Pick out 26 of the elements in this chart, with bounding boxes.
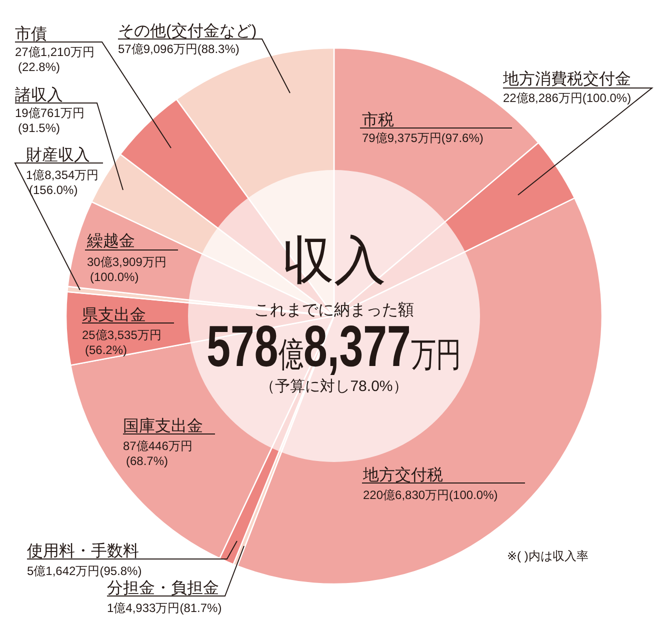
slice-label: 諸収入	[15, 86, 63, 104]
text: ※( )内は収入率	[507, 549, 588, 563]
text: 87億446万円(68.7%)	[123, 439, 192, 468]
text: 収入	[282, 232, 386, 290]
text: 27億1,210万円(22.8%)	[15, 45, 94, 74]
text: （予算に対し78.0%）	[260, 378, 408, 395]
slice-label: 地方交付税	[362, 466, 443, 484]
slice-label: 財産収入	[26, 146, 90, 164]
text: 220億6,830万円(100.0%)	[363, 488, 498, 502]
slice-label: 使用料・手数料	[27, 542, 139, 560]
text: 57億9,096万円(88.3%)	[118, 42, 240, 56]
slice-label: 繰越金	[86, 232, 135, 250]
slice-label: 地方消費税交付金	[502, 70, 631, 88]
text: 30億3,909万円(100.0%)	[87, 255, 166, 284]
slice-label: 市税	[362, 111, 394, 129]
slice-label: 県支出金	[82, 306, 146, 324]
text: 79億9,375万円(97.6%)	[362, 131, 484, 145]
text: 1億4,933万円(81.7%)	[107, 601, 222, 615]
text: 5億1,642万円(95.8%)	[27, 564, 142, 578]
slice-label: 国庫支出金	[123, 417, 203, 435]
slice-label: 分担金・負担金	[107, 580, 219, 597]
text: 19億761万円(91.5%)	[15, 106, 84, 135]
text: 22億8,286万円(100.0%)	[503, 91, 632, 105]
slice-label: 市債	[15, 25, 47, 43]
text: 1億8,354万円(156.0%)	[26, 168, 99, 197]
text: 25億3,535万円(56.2%)	[82, 328, 162, 357]
